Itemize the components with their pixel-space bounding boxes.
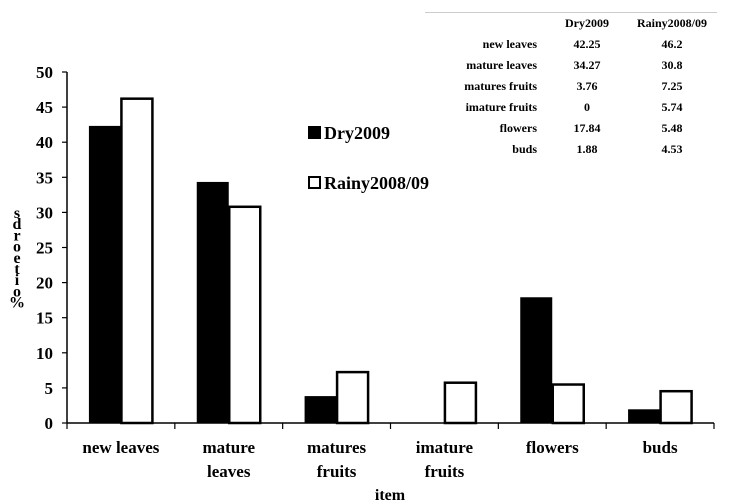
x-tick-label: leaves — [207, 462, 251, 481]
table-row-label: matures fruits — [464, 79, 537, 93]
y-tick-label: 30 — [36, 203, 53, 222]
table-row: matures fruits 3.76 7.25 — [425, 76, 717, 97]
table-cell-dry: 34.27 — [573, 58, 601, 72]
x-tick-label: imature — [416, 438, 474, 457]
table-cell-dry: 1.88 — [576, 142, 598, 156]
legend-label: Rainy2008/09 — [324, 173, 429, 193]
x-tick-label: fruits — [317, 462, 357, 481]
bar-rainy2008-09 — [659, 389, 693, 425]
x-tick-label: fruits — [425, 462, 465, 481]
table-cell-rainy: 4.53 — [661, 142, 683, 156]
table-row-label: buds — [512, 142, 537, 156]
y-axis-title-char: e — [13, 250, 20, 267]
table-cell-rainy: 5.74 — [661, 100, 683, 114]
table-row-label: flowers — [499, 121, 537, 135]
bar-dry2009 — [88, 125, 121, 424]
y-axis-title-char: d — [13, 216, 22, 233]
table-row: imature fruits 0 5.74 — [425, 97, 717, 118]
table-row-label: new leaves — [482, 37, 537, 51]
legend: Dry2009 Rainy2008/09 — [308, 123, 429, 193]
table-header-rainy: Rainy2008/09 — [636, 16, 707, 30]
table-cell-rainy: 30.8 — [661, 58, 683, 72]
bar-dry2009 — [628, 409, 661, 424]
bar-dry2009 — [304, 396, 337, 424]
bar-rainy2008-09 — [120, 97, 154, 425]
x-tick-label: matures — [307, 438, 367, 457]
plot-area: 0 5 10 15 20 25 30 35 40 45 50 new leaves mature leav… — [9, 63, 715, 504]
x-tick-label: flowers — [526, 438, 579, 457]
y-tick-label: 15 — [36, 309, 53, 328]
y-axis-title-char: o — [13, 283, 21, 300]
bar-rainy2008-09 — [228, 205, 262, 425]
table-row: mature leaves 34.27 30.8 — [425, 55, 717, 76]
table-header-dry: Dry2009 — [565, 16, 609, 30]
bar-dry2009 — [196, 181, 229, 424]
legend-label: Dry2009 — [324, 123, 390, 143]
y-tick-label: 10 — [36, 344, 53, 363]
bar-rainy2008-09 — [551, 383, 585, 425]
y-axis-title-char: i — [15, 272, 20, 289]
y-tick-label: 5 — [45, 379, 54, 398]
table-row: buds 1.88 4.53 — [425, 139, 717, 160]
x-tick-label: buds — [643, 438, 678, 457]
y-tick-label: 35 — [36, 168, 53, 187]
bar-dry2009 — [520, 297, 553, 424]
y-tick-label: 45 — [36, 98, 53, 117]
table-cell-dry: 0 — [584, 100, 590, 114]
legend-swatch — [308, 176, 321, 189]
y-tick-label: 50 — [36, 63, 53, 82]
y-axis-title-char: % — [9, 295, 25, 312]
y-tick-label: 25 — [36, 239, 53, 258]
table-cell-dry: 42.25 — [573, 37, 601, 51]
y-axis-title-char: t — [14, 261, 20, 278]
bar-rainy2008-09 — [443, 381, 478, 425]
table-cell-dry: 17.84 — [573, 121, 601, 135]
table-header-row: Dry2009 Rainy2008/09 — [425, 13, 717, 34]
y-tick-label: 40 — [36, 133, 53, 152]
legend-swatch — [308, 126, 321, 139]
x-tick-label: new leaves — [82, 438, 159, 457]
table-cell-rainy: 5.48 — [661, 121, 683, 135]
table-row-label: imature fruits — [465, 100, 537, 114]
y-axis-title-char: r — [13, 227, 20, 244]
x-tick-label: mature — [202, 438, 255, 457]
table-row: new leaves 42.25 46.2 — [425, 34, 717, 55]
x-axis-title: item — [375, 487, 406, 504]
y-tick-label: 0 — [45, 414, 54, 433]
bar-rainy2008-09 — [335, 370, 370, 425]
y-tick-label: 20 — [36, 274, 53, 293]
y-axis-title-char: o — [13, 239, 21, 256]
table-cell-rainy: 46.2 — [661, 37, 683, 51]
data-table: Dry2009 Rainy2008/09 new leaves 42.25 46… — [425, 12, 717, 160]
table-row-label: mature leaves — [466, 58, 537, 72]
table-row: flowers 17.84 5.48 — [425, 118, 717, 139]
table-cell-rainy: 7.25 — [661, 79, 683, 93]
y-axis-title-char: s — [14, 205, 20, 222]
table-cell-dry: 3.76 — [576, 79, 598, 93]
